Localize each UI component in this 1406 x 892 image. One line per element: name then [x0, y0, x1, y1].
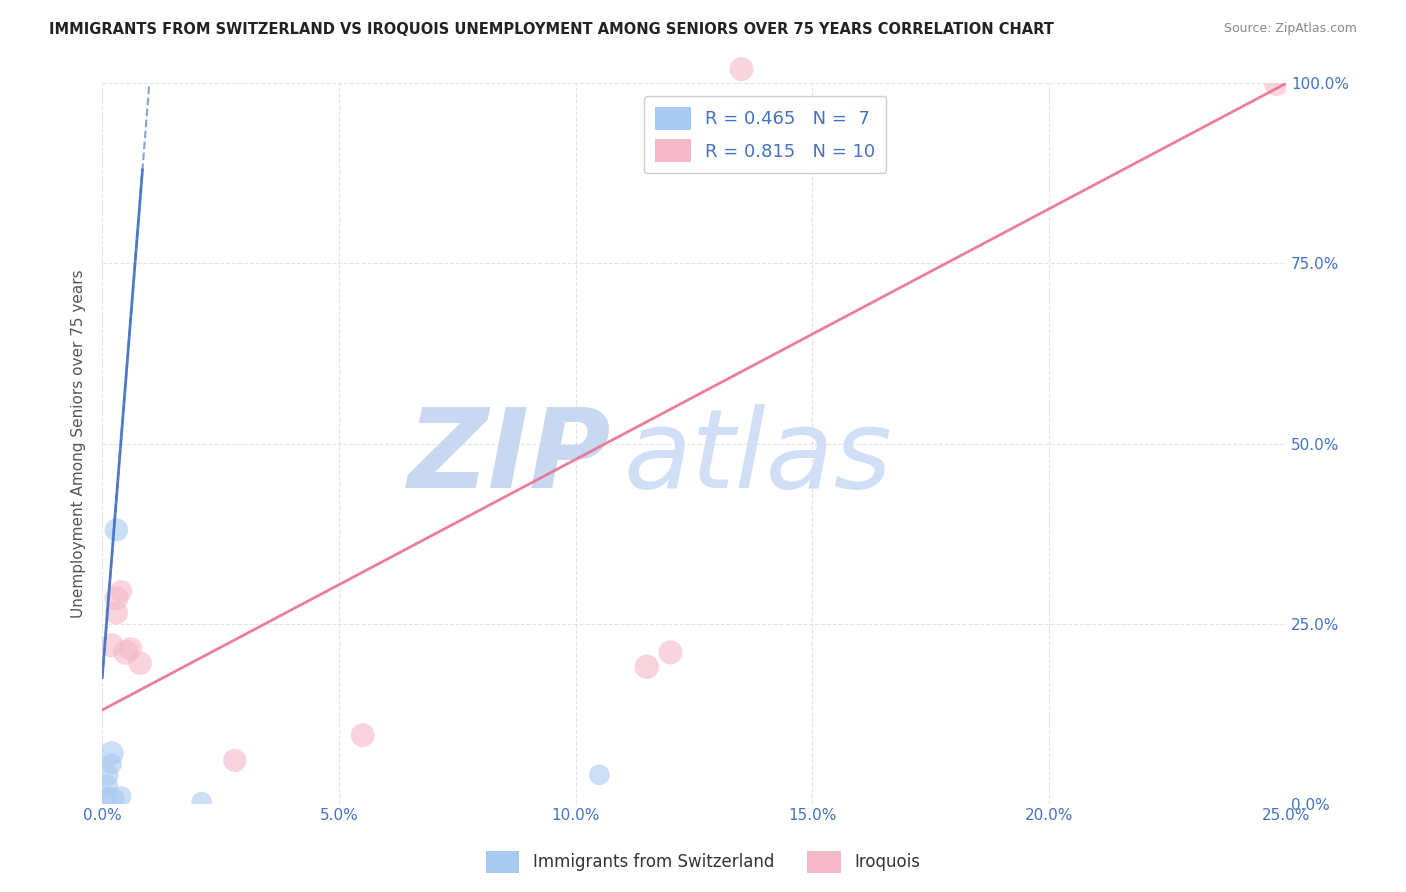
Point — [115, 645, 138, 659]
Point — [105, 523, 128, 537]
Text: ZIP: ZIP — [408, 404, 612, 511]
Point — [105, 606, 128, 620]
Point — [120, 641, 142, 656]
Point — [96, 779, 118, 793]
Point — [588, 768, 610, 782]
Point — [224, 753, 246, 767]
Point — [730, 62, 752, 76]
Point — [1265, 77, 1288, 91]
Text: Source: ZipAtlas.com: Source: ZipAtlas.com — [1223, 22, 1357, 36]
Text: atlas: atlas — [623, 404, 891, 511]
Y-axis label: Unemployment Among Seniors over 75 years: Unemployment Among Seniors over 75 years — [72, 269, 86, 618]
Point — [110, 584, 132, 599]
Point — [190, 795, 212, 809]
Point — [110, 789, 132, 804]
Point — [96, 789, 118, 804]
Point — [96, 768, 118, 782]
Point — [100, 638, 122, 652]
Legend: Immigrants from Switzerland, Iroquois: Immigrants from Switzerland, Iroquois — [479, 845, 927, 880]
Point — [636, 660, 658, 674]
Point — [352, 728, 374, 742]
Legend: R = 0.465   N =  7, R = 0.815   N = 10: R = 0.465 N = 7, R = 0.815 N = 10 — [644, 96, 886, 173]
Point — [100, 746, 122, 760]
Point — [100, 757, 122, 772]
Point — [659, 645, 682, 659]
Text: IMMIGRANTS FROM SWITZERLAND VS IROQUOIS UNEMPLOYMENT AMONG SENIORS OVER 75 YEARS: IMMIGRANTS FROM SWITZERLAND VS IROQUOIS … — [49, 22, 1054, 37]
Point — [100, 793, 122, 807]
Point — [129, 656, 152, 670]
Point — [105, 591, 128, 606]
